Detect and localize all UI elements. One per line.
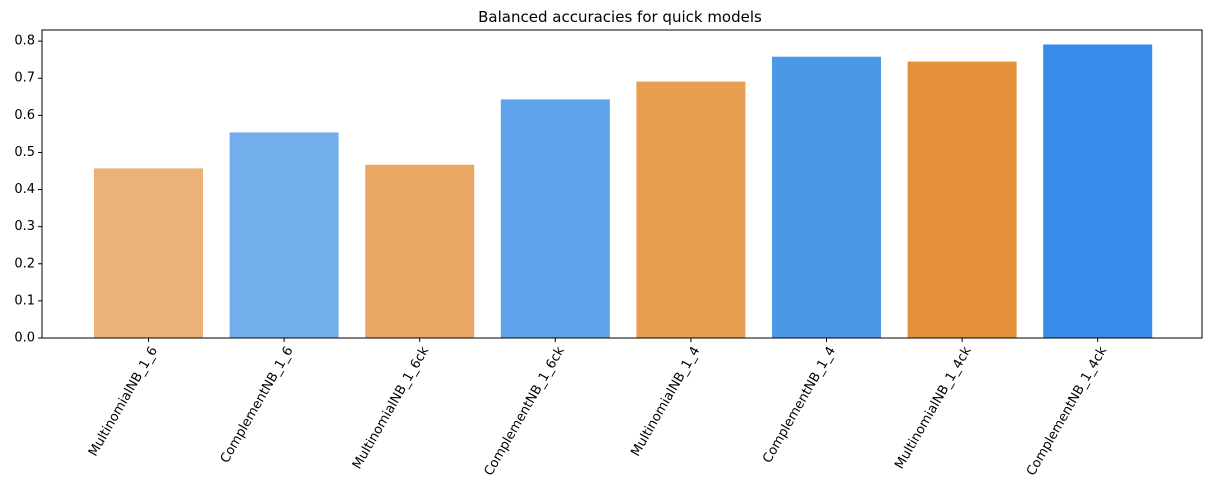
y-tick-label: 0.1 [14,293,35,308]
y-tick-label: 0.6 [14,108,35,123]
x-tick-label: MultinomialNB_1_4 [628,344,703,459]
x-tick-label: ComplementNB_1_4 [760,344,839,466]
y-tick-label: 0.8 [14,34,35,49]
plot-frame [41,29,1203,339]
bar-ComplementNB_1_6 [229,132,339,338]
bar-MultinomialNB_1_4ck [907,61,1017,338]
y-axis: 0.0 0.1 0.2 0.3 0.4 0.5 0.6 0.7 0.8 [14,34,42,346]
y-tick-label: 0.4 [14,182,35,197]
bar-MultinomialNB_1_4 [636,81,746,338]
bars-group [94,44,1153,339]
bar-MultinomialNB_1_6 [94,168,203,338]
x-tick-label: ComplementNB_1_4ck [1024,344,1110,479]
y-tick-label: 0.2 [14,256,35,271]
bar-ComplementNB_1_4ck [1043,44,1153,338]
y-tick-label: 0.3 [14,219,35,234]
x-tick-label: ComplementNB_1_6ck [482,344,568,479]
y-tick-label: 0.5 [14,145,35,160]
x-axis: MultinomialNB_1_6 ComplementNB_1_6 Multino… [86,338,1110,479]
y-tick-label: 0.0 [14,331,35,346]
x-tick-label: MultinomialNB_1_6 [86,344,161,459]
x-tick-label: ComplementNB_1_6 [218,344,297,466]
bar-ComplementNB_1_4 [772,56,881,338]
y-tick-label: 0.7 [14,71,35,86]
bar-MultinomialNB_1_6ck [365,164,475,338]
x-tick-label: MultinomialNB_1_6ck [350,344,433,472]
x-tick-label: MultinomialNB_1_4ck [892,344,975,472]
chart-title: Balanced accuracies for quick models [478,8,762,26]
bar-ComplementNB_1_6ck [500,99,610,339]
